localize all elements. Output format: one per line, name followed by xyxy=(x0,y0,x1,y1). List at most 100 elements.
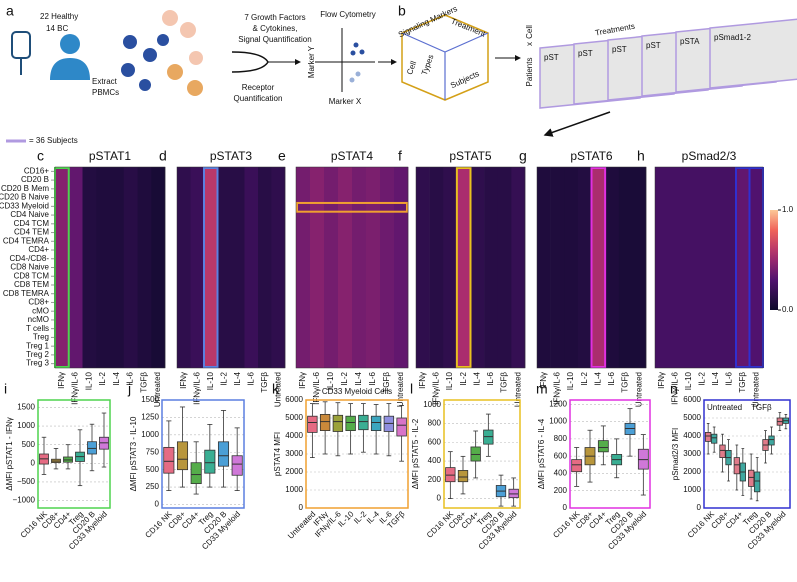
y-tick-label: 1250 xyxy=(141,413,159,422)
x-tick-label: IL-4 xyxy=(112,371,121,385)
step-label: Receptor xyxy=(242,83,275,92)
panel-letter: j xyxy=(127,381,131,397)
y-tick-label: 500 xyxy=(146,465,160,474)
row-label: CD20 B Naive xyxy=(0,193,50,202)
slice-label: pST xyxy=(612,45,627,54)
plot-frame xyxy=(703,399,791,509)
y-tick-label: 1500 xyxy=(17,403,35,412)
box xyxy=(705,431,712,442)
y-tick-label: 5000 xyxy=(683,413,701,422)
heatmap-column xyxy=(655,167,669,368)
y-tick-label: 4000 xyxy=(285,431,303,440)
row-label: CD4 Naive xyxy=(10,210,49,219)
heatmap-title: pSmad2/3 xyxy=(682,149,737,163)
chart-title: CD33 Myeloid Cells xyxy=(322,387,392,396)
slice-label: pSTA xyxy=(680,37,700,46)
row-label: CD4 TEM xyxy=(14,228,49,237)
y-tick-label: 500 xyxy=(22,440,36,449)
box xyxy=(319,413,331,431)
x-tick-label: Untreated xyxy=(396,372,405,407)
cohort-label: 22 Healthy xyxy=(40,12,78,21)
row-label: CD20 B Mem xyxy=(1,184,49,193)
y-tick-label: 4000 xyxy=(683,431,701,440)
legend-label: = 36 Subjects xyxy=(29,136,78,145)
axis-label: Marker X xyxy=(329,97,362,106)
y-tick-label: 1200 xyxy=(549,399,567,408)
heatmap-column xyxy=(577,167,592,368)
panel-letter: g xyxy=(519,148,527,164)
box xyxy=(754,471,761,493)
panel-letter: l xyxy=(410,381,413,397)
x-tick-label: Untreated xyxy=(286,510,317,541)
slice-label: pST xyxy=(578,49,593,58)
tensor-slices: pST pST pST pST pSTA pSmad1-2 xyxy=(539,18,797,109)
x-tick-label: IFNγ xyxy=(298,372,307,389)
box xyxy=(358,414,369,431)
heatmap-column xyxy=(695,167,710,368)
box xyxy=(345,415,356,432)
x-tick-label: IFNγ/IL-6 xyxy=(71,371,80,404)
step-label: Flow Cytometry xyxy=(320,10,376,19)
panel-letter: c xyxy=(37,148,44,164)
y-tick-label: 800 xyxy=(554,434,568,443)
y-tick-label: 400 xyxy=(554,469,568,478)
heatmap-column xyxy=(618,167,633,368)
panel-letter: m xyxy=(536,381,548,397)
heatmap-column xyxy=(204,167,218,368)
y-tick-label: 0 xyxy=(31,458,36,467)
heatmap-column xyxy=(429,167,444,368)
x-tick-label: IL-10 xyxy=(684,371,693,390)
y-axis-label: ΔMFI pSTAT5 - IL-2 xyxy=(411,418,420,489)
box xyxy=(571,459,583,473)
panel-letter: a xyxy=(6,3,14,19)
heatmap-frame xyxy=(176,166,286,369)
heatmap-column xyxy=(511,167,526,368)
y-tick-label: 1000 xyxy=(549,417,567,426)
heatmap-column xyxy=(231,167,245,368)
heatmap-column xyxy=(123,167,138,368)
cube-label: Signaling Markers xyxy=(397,4,459,39)
row-label: Treg 3 xyxy=(26,359,49,368)
y-tick-label: 2000 xyxy=(285,467,303,476)
y-tick-label: 600 xyxy=(554,451,568,460)
row-label: CD16+ xyxy=(24,166,49,175)
heatmap-frame xyxy=(415,166,526,369)
heatmap-column xyxy=(338,167,353,368)
tensor-label: Cell xyxy=(525,25,534,39)
heatmap-column xyxy=(537,167,551,368)
y-tick-label: 750 xyxy=(146,447,160,456)
heatmap-column xyxy=(324,167,339,368)
y-tick-label: 1000 xyxy=(683,485,701,494)
x-tick-label: Untreated xyxy=(634,372,643,407)
x-tick-label: Untreated xyxy=(273,372,282,407)
x-tick-label: IL-2 xyxy=(580,371,589,385)
cube-label: Treatment xyxy=(450,17,488,39)
box xyxy=(190,462,202,485)
plot-frame xyxy=(569,399,651,509)
x-tick-label: Untreated xyxy=(513,372,522,407)
cube-label: Types xyxy=(420,53,436,76)
x-tick-label: TGFβ xyxy=(621,372,630,393)
heatmap-column xyxy=(591,167,606,368)
plot-frame xyxy=(161,399,245,509)
heatmap-column xyxy=(380,167,395,368)
box xyxy=(87,441,97,455)
row-label: CD4-/CD8- xyxy=(9,254,49,263)
x-tick-label: IFNγ xyxy=(179,372,188,389)
step-label: & Cytokines, xyxy=(253,24,298,33)
heatmap-title: pSTAT1 xyxy=(89,149,132,163)
step-label: 7 Growth Factors xyxy=(244,13,305,22)
y-tick-label: 6000 xyxy=(285,395,303,404)
heatmap-column xyxy=(151,167,166,368)
x-tick-label: IL-2 xyxy=(340,371,349,385)
x-tick-label: IL-10 xyxy=(84,371,93,390)
heatmap-column xyxy=(217,167,232,368)
y-tick-label: 0 xyxy=(563,503,568,512)
heatmap-column xyxy=(82,167,97,368)
row-label: CD8 TEMRA xyxy=(3,289,50,298)
y-tick-label: 1000 xyxy=(285,485,303,494)
cells xyxy=(121,10,203,96)
y-axis-label: ΔMFI pSTAT1 - IFNγ xyxy=(5,417,14,491)
box xyxy=(332,414,344,432)
x-tick-label: IFNγ/IL-6 xyxy=(670,371,679,404)
